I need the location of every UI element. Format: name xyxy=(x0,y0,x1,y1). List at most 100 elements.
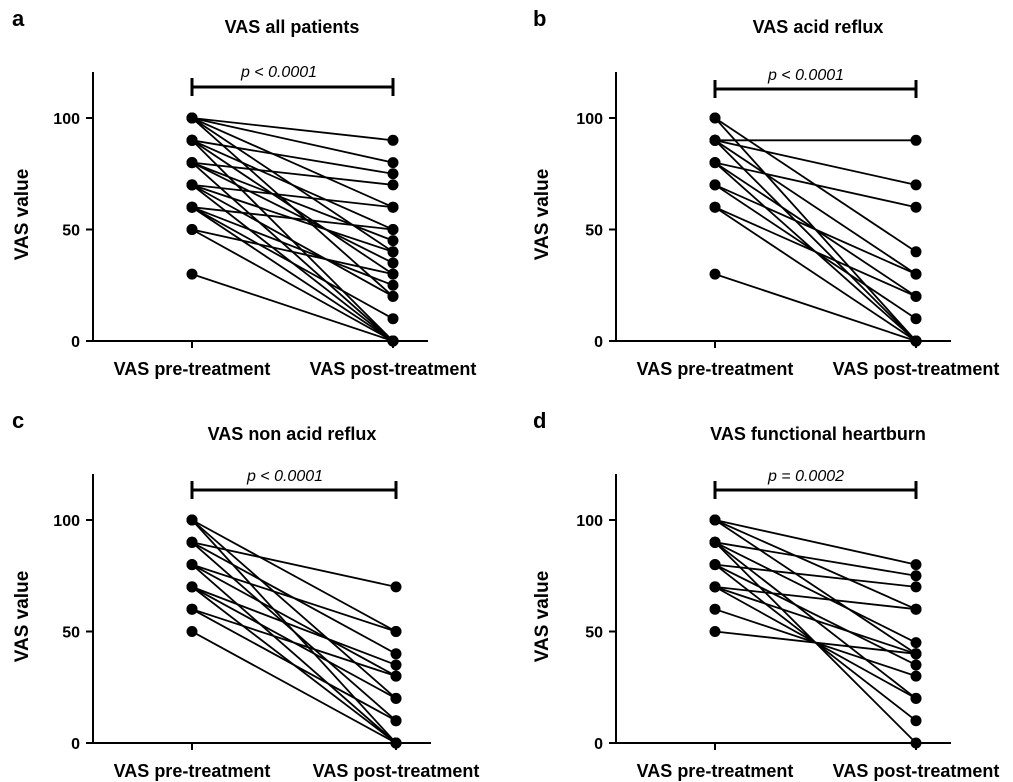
patient-line xyxy=(191,184,394,298)
post-treatment-point xyxy=(390,715,402,727)
chart-title: VAS functional heartburn xyxy=(710,424,926,444)
pre-treatment-point xyxy=(186,603,198,615)
patient-line xyxy=(714,586,917,655)
post-treatment-point xyxy=(910,648,922,660)
patient-line xyxy=(714,206,917,298)
pre-treatment-point xyxy=(186,268,198,280)
patient-line xyxy=(191,228,394,275)
post-treatment-point xyxy=(390,692,402,704)
p-value-label: p < 0.0001 xyxy=(246,468,323,485)
patient-line xyxy=(714,519,917,566)
post-treatment-point xyxy=(910,581,922,593)
patient-line xyxy=(191,161,394,186)
pre-treatment-point xyxy=(709,603,721,615)
chart-title: VAS all patients xyxy=(225,17,360,37)
post-treatment-point xyxy=(390,670,402,682)
y-tick-label: 0 xyxy=(594,736,603,753)
post-treatment-point xyxy=(910,290,922,302)
pre-treatment-point xyxy=(186,134,198,146)
panel-letter: a xyxy=(12,6,25,31)
patient-line xyxy=(191,228,394,342)
y-tick-label: 100 xyxy=(576,111,603,128)
y-tick-label: 0 xyxy=(71,334,80,351)
patient-line xyxy=(191,206,394,342)
patient-line xyxy=(191,563,397,744)
patient-line xyxy=(191,139,394,175)
patient-line xyxy=(191,273,394,342)
post-treatment-point xyxy=(910,692,922,704)
y-tick-label: 100 xyxy=(576,513,603,530)
pre-treatment-point xyxy=(709,157,721,169)
post-treatment-point xyxy=(910,268,922,280)
pre-treatment-point xyxy=(709,134,721,146)
patient-line xyxy=(191,161,394,242)
pre-treatment-point xyxy=(186,559,198,571)
post-treatment-point xyxy=(387,224,399,235)
chart-panel-d: d VAS functional heartburn 0 50 100 VAS pre-t… xyxy=(532,408,999,781)
pre-treatment-point xyxy=(186,581,198,593)
patient-line xyxy=(714,161,917,209)
post-treatment-point xyxy=(910,659,922,671)
pre-treatment-point xyxy=(186,224,198,235)
chart-panel-a: a VAS all patients 0 50 100 VAS pre-treatment… xyxy=(12,6,476,379)
x-category-label: VAS pre-treatment xyxy=(637,359,794,379)
pre-treatment-point xyxy=(186,112,198,124)
x-category-label: VAS pre-treatment xyxy=(637,761,794,781)
patient-line xyxy=(191,608,397,677)
post-treatment-point xyxy=(910,637,922,649)
post-treatment-point xyxy=(387,313,399,325)
pre-treatment-point xyxy=(709,581,721,593)
post-treatment-point xyxy=(910,715,922,727)
y-tick-label: 0 xyxy=(594,334,603,351)
pre-treatment-point xyxy=(186,626,198,637)
post-treatment-point xyxy=(390,581,402,593)
pre-treatment-point xyxy=(709,179,721,191)
p-value-label: p < 0.0001 xyxy=(240,64,317,81)
patient-line xyxy=(714,586,917,611)
post-treatment-point xyxy=(387,279,399,291)
patient-line xyxy=(191,541,397,722)
pre-treatment-point xyxy=(709,201,721,213)
chart-title: VAS non acid reflux xyxy=(208,424,377,444)
patient-line xyxy=(191,117,394,164)
patient-line xyxy=(191,630,397,744)
post-treatment-point xyxy=(387,246,399,258)
chart-title: VAS acid reflux xyxy=(753,17,884,37)
post-treatment-point xyxy=(910,737,922,749)
patient-line xyxy=(191,563,397,677)
post-treatment-point xyxy=(910,134,922,146)
y-tick-label: 50 xyxy=(62,625,80,642)
pre-treatment-point xyxy=(186,179,198,191)
post-treatment-point xyxy=(387,235,399,247)
post-treatment-point xyxy=(387,257,399,269)
post-treatment-point xyxy=(910,335,922,347)
post-treatment-point xyxy=(910,179,922,191)
post-treatment-point xyxy=(910,603,922,615)
post-treatment-point xyxy=(387,179,399,191)
patient-line xyxy=(191,161,394,264)
y-axis-label: VAS value xyxy=(532,571,553,663)
patient-line xyxy=(714,541,917,644)
p-value-label: p = 0.0002 xyxy=(767,468,844,485)
pre-treatment-point xyxy=(186,514,198,526)
post-treatment-point xyxy=(910,559,922,571)
patient-line xyxy=(191,206,394,231)
y-tick-label: 50 xyxy=(62,223,80,240)
post-treatment-point xyxy=(387,290,399,302)
y-tick-label: 50 xyxy=(585,625,603,642)
post-treatment-point xyxy=(387,168,399,180)
post-treatment-point xyxy=(387,157,399,169)
patient-line xyxy=(191,184,394,209)
patient-line xyxy=(191,117,394,209)
post-treatment-point xyxy=(910,570,922,582)
patient-line xyxy=(714,206,917,342)
post-treatment-point xyxy=(910,246,922,258)
patient-line xyxy=(714,541,917,577)
x-category-label: VAS post-treatment xyxy=(833,359,1000,379)
patient-line xyxy=(714,139,917,186)
pre-treatment-point xyxy=(186,157,198,169)
x-category-label: VAS pre-treatment xyxy=(114,359,271,379)
patient-line xyxy=(714,563,917,588)
pre-treatment-point xyxy=(186,201,198,213)
